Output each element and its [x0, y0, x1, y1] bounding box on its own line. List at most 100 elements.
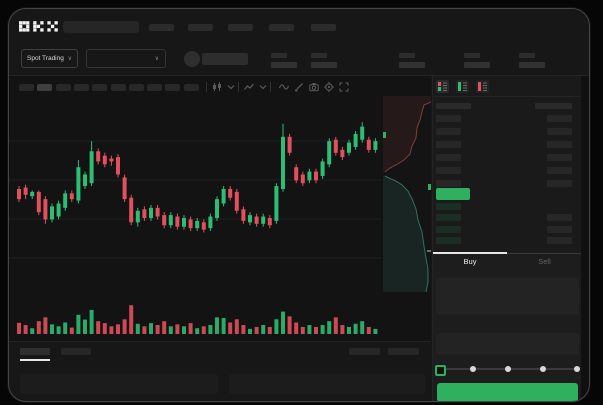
volume-bar	[274, 319, 279, 334]
timeframe-button[interactable]	[19, 84, 34, 91]
candle-body	[69, 193, 74, 200]
book-bids-icon[interactable]	[456, 80, 469, 93]
bid-price-row[interactable]	[436, 226, 461, 233]
bid-price-row[interactable]	[436, 237, 461, 244]
stat-value-placeholder	[399, 62, 425, 68]
candle-type-icon[interactable]	[212, 82, 222, 92]
bid-amount-row[interactable]	[547, 237, 572, 244]
candle-body	[17, 189, 21, 200]
book-asks-icon[interactable]	[476, 80, 489, 93]
candle-body	[149, 207, 153, 218]
buy-button[interactable]	[437, 383, 578, 401]
candle-body	[347, 142, 351, 153]
tab-sell[interactable]: Sell	[538, 257, 551, 266]
ask-price-row[interactable]	[436, 167, 461, 174]
slider-step-dot[interactable]	[574, 366, 580, 372]
bid-price-row[interactable]	[436, 203, 461, 210]
book-header-placeholder	[535, 103, 572, 109]
overlay-type-icon[interactable]	[244, 82, 254, 92]
spot-trading-dropdown[interactable]: Spot Trading ∨	[21, 49, 78, 68]
tab-buy[interactable]: Buy	[463, 257, 477, 266]
candle-body	[373, 141, 378, 150]
settings-icon[interactable]	[324, 82, 334, 92]
timeframe-button[interactable]	[55, 84, 71, 91]
draw-icon[interactable]	[294, 82, 304, 92]
nav-item-placeholder[interactable]	[149, 24, 174, 31]
pair-selector-dropdown[interactable]: ∨	[86, 49, 166, 68]
indicator-icon[interactable]	[279, 82, 289, 92]
volume-bar	[43, 317, 48, 334]
orders-tab-placeholder[interactable]	[61, 348, 91, 355]
stat-label-placeholder	[311, 53, 327, 58]
chevron-down-icon[interactable]	[226, 82, 236, 92]
candle-body	[30, 191, 35, 197]
top-nav	[9, 9, 589, 45]
amount-slider[interactable]	[433, 361, 582, 377]
coin-icon	[184, 51, 200, 67]
slider-handle[interactable]	[435, 365, 446, 376]
timeframe-button[interactable]	[128, 84, 144, 91]
ask-price-row[interactable]	[436, 141, 461, 148]
book-combined-icon[interactable]	[436, 80, 449, 93]
ask-amount-row[interactable]	[547, 154, 572, 161]
candle-body	[366, 139, 371, 150]
candle-body	[360, 126, 365, 140]
timeframe-button[interactable]	[110, 84, 126, 91]
okx-logo[interactable]	[19, 21, 58, 32]
search-input[interactable]	[63, 21, 139, 33]
ask-price-row[interactable]	[436, 128, 461, 135]
nav-item-placeholder[interactable]	[188, 24, 213, 31]
slider-step-dot[interactable]	[505, 366, 511, 372]
volume-bar	[340, 325, 345, 334]
amount-input[interactable]	[436, 333, 579, 354]
candlestick-chart[interactable]	[9, 96, 382, 336]
panel-action-placeholder[interactable]	[388, 348, 419, 355]
timeframe-button[interactable]	[165, 84, 181, 91]
timeframe-button[interactable]	[73, 84, 89, 91]
nav-item-placeholder[interactable]	[311, 24, 336, 31]
camera-icon[interactable]	[309, 82, 319, 92]
orders-tab-placeholder[interactable]	[20, 348, 50, 355]
volume-bar	[135, 323, 140, 334]
candle-body	[50, 206, 54, 220]
chevron-down-icon[interactable]	[258, 82, 268, 92]
volume-bar	[96, 321, 101, 334]
ask-amount-row[interactable]	[547, 115, 572, 122]
book-bids-icon-glyph	[458, 82, 467, 91]
depth-panel	[383, 96, 431, 292]
nav-item-placeholder[interactable]	[228, 24, 253, 31]
bid-amount-row[interactable]	[547, 214, 572, 221]
panel-action-placeholder[interactable]	[349, 348, 380, 355]
ask-price-row[interactable]	[436, 180, 461, 187]
timeframe-button[interactable]	[92, 84, 108, 91]
price-tick-right	[428, 184, 431, 190]
ask-amount-row[interactable]	[547, 180, 572, 187]
timeframe-button[interactable]	[37, 84, 53, 91]
bid-amount-row[interactable]	[547, 226, 572, 233]
volume-bar	[347, 326, 351, 334]
candle-body	[201, 222, 206, 230]
ask-amount-row[interactable]	[547, 141, 572, 148]
nav-item-placeholder[interactable]	[269, 24, 294, 31]
slider-step-dot[interactable]	[540, 366, 546, 372]
last-price-badge[interactable]	[436, 188, 470, 200]
volume-bar	[23, 325, 28, 334]
candle-body	[162, 215, 167, 226]
volume-bar	[162, 321, 167, 334]
volume-bar	[129, 305, 134, 334]
active-tab-underline	[20, 359, 50, 361]
chart-background	[9, 76, 431, 341]
slider-step-dot[interactable]	[470, 366, 476, 372]
ask-price-row[interactable]	[436, 154, 461, 161]
ask-price-row[interactable]	[436, 115, 461, 122]
ask-amount-row[interactable]	[547, 167, 572, 174]
volume-bar	[333, 317, 338, 334]
ask-amount-row[interactable]	[547, 128, 572, 135]
chevron-down-icon: ∨	[154, 55, 159, 62]
timeframe-button[interactable]	[147, 84, 163, 91]
price-input-group[interactable]	[436, 278, 579, 314]
fullscreen-icon[interactable]	[339, 82, 349, 92]
volume-bar	[188, 323, 193, 334]
bid-price-row[interactable]	[436, 214, 461, 221]
timeframe-button[interactable]	[183, 84, 199, 91]
